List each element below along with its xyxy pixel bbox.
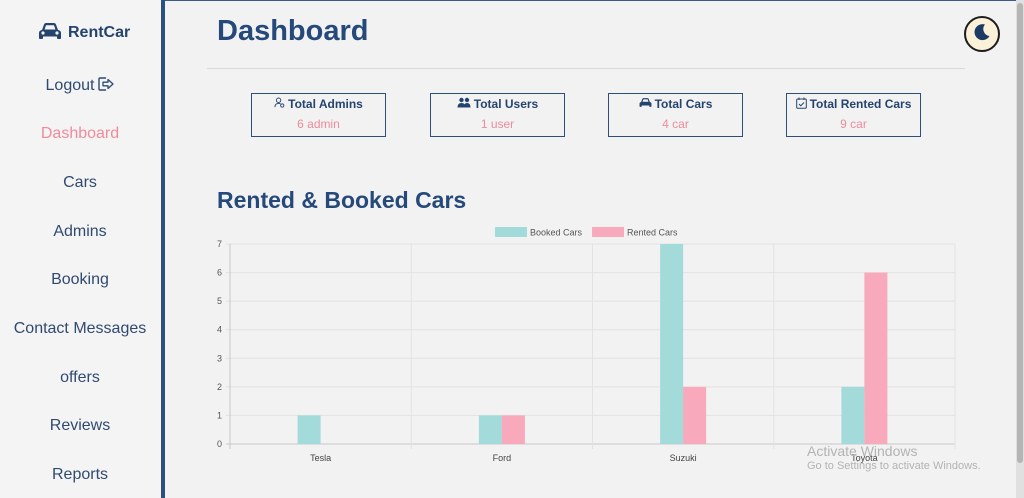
legend-swatch — [495, 227, 527, 237]
car-icon — [38, 22, 62, 45]
logout-icon — [98, 76, 115, 96]
sidebar-item-reports[interactable]: Reports — [0, 464, 160, 486]
header-divider — [207, 68, 965, 69]
x-tick-label: Toyota — [851, 453, 878, 463]
bar — [683, 386, 707, 444]
watermark-line2: Go to Settings to activate Windows. — [807, 459, 981, 472]
sidebar-item-label: Cars — [63, 174, 97, 191]
sidebar-item-logout[interactable]: Logout — [0, 75, 160, 97]
sidebar-item-label: offers — [60, 369, 100, 386]
stat-card-value: 1 user — [480, 117, 515, 131]
sidebar-item-label: Reviews — [49, 417, 111, 434]
stat-card-title: Total Users — [431, 96, 564, 112]
section-title: Rented & Booked Cars — [217, 187, 467, 213]
sidebar-item-admins[interactable]: Admins — [0, 221, 160, 243]
sidebar-item-label: Booking — [51, 271, 109, 288]
legend-label: Booked Cars — [530, 228, 583, 238]
brand[interactable]: RentCar — [38, 21, 130, 45]
sidebar-item-dashboard[interactable]: Dashboard — [0, 123, 160, 145]
moon-icon — [972, 22, 992, 47]
y-tick-label: 1 — [217, 410, 222, 420]
stat-card-title-text: Total Users — [473, 97, 539, 111]
y-tick-label: 5 — [217, 296, 222, 306]
y-tick-label: 2 — [217, 382, 222, 392]
stat-card-value: 4 car — [662, 117, 689, 131]
y-tick-label: 0 — [217, 439, 222, 449]
stat-card-title-text: Total Admins — [288, 97, 363, 111]
stat-card-title: Total Admins — [252, 96, 385, 112]
sidebar-item-label: Reports — [51, 466, 109, 483]
y-tick-label: 4 — [217, 325, 222, 335]
y-tick-label: 7 — [217, 239, 222, 249]
sidebar-item-contact-messages[interactable]: Contact Messages — [0, 318, 160, 340]
bar — [297, 415, 321, 444]
sidebar-item-offers[interactable]: offers — [0, 367, 160, 389]
stat-card-total-rented-cars: Total Rented Cars 9 car — [786, 93, 921, 137]
stat-card-title: Total Cars — [609, 96, 742, 112]
sidebar-border — [161, 0, 165, 498]
bar — [501, 415, 525, 444]
theme-toggle-button[interactable] — [964, 16, 1000, 52]
legend-label: Rented Cars — [627, 228, 678, 238]
sidebar-item-label: Contact Messages — [13, 320, 147, 337]
sidebar-item-booking[interactable]: Booking — [0, 269, 160, 291]
page-title: Dashboard — [217, 15, 369, 47]
car-icon — [639, 97, 652, 111]
scrollbar-thumb[interactable] — [1017, 3, 1023, 463]
bar-chart: 0 1 2 3 4 5 6 7 Tesla Ford Suzuki Toyota Booked Cars… — [217, 227, 956, 463]
window-frame-top — [0, 0, 1024, 1]
stat-card-value: 6 admin — [297, 117, 340, 131]
users-icon — [457, 97, 471, 111]
sidebar-item-cars[interactable]: Cars — [0, 172, 160, 194]
sidebar-item-reviews[interactable]: Reviews — [0, 415, 160, 437]
watermark-line1: Activate Windows — [807, 443, 918, 459]
stat-card-total-admins: Total Admins 6 admin — [251, 93, 386, 137]
stat-card-total-cars: Total Cars 4 car — [608, 93, 743, 137]
sidebar-item-label: Admins — [53, 223, 107, 240]
bar — [478, 415, 502, 444]
sidebar-item-label: Logout — [45, 77, 95, 94]
stat-card-title-text: Total Rented Cars — [809, 97, 912, 111]
stat-card-title-text: Total Cars — [654, 97, 713, 111]
stat-card-title: Total Rented Cars — [787, 96, 920, 112]
calendar-check-icon — [795, 97, 807, 112]
x-tick-label: Ford — [493, 453, 512, 463]
activation-watermark: Activate Windows Go to Settings to activ… — [807, 443, 981, 473]
x-tick-label: Suzuki — [670, 453, 697, 463]
brand-name: RentCar — [68, 24, 131, 41]
stat-card-value: 9 car — [840, 117, 867, 131]
legend-swatch — [592, 227, 625, 237]
stat-card-total-users: Total Users 1 user — [430, 93, 565, 137]
bar — [864, 272, 888, 444]
bar — [841, 386, 865, 444]
y-tick-label: 6 — [217, 268, 222, 278]
sidebar-item-label: Dashboard — [40, 125, 120, 142]
bar — [660, 244, 684, 444]
sidebar: RentCar Logout Dashboard Cars Admins Boo… — [0, 0, 162, 498]
user-gear-icon — [274, 97, 285, 111]
y-tick-label: 3 — [217, 353, 222, 363]
x-tick-label: Tesla — [310, 453, 331, 463]
